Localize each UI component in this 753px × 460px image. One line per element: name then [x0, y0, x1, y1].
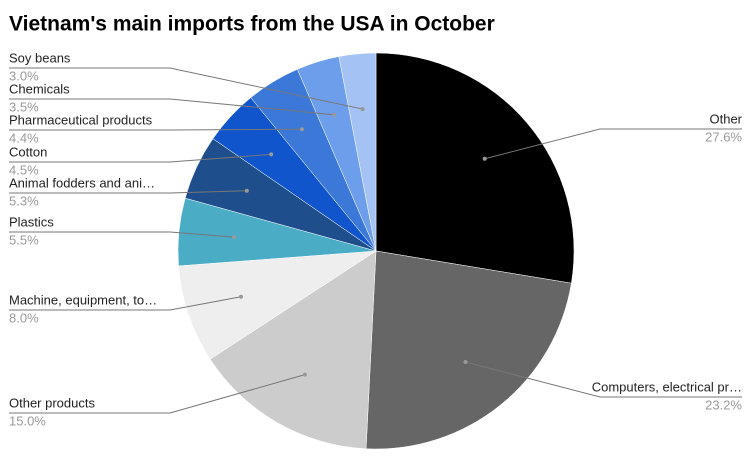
- leader-line: [465, 361, 742, 398]
- pie-slice: [338, 52, 377, 252]
- slice-label: Cotton: [9, 144, 47, 159]
- leader-line: [9, 128, 302, 131]
- slice-label: Computers, electrical pr…: [592, 379, 742, 394]
- slice-value-label: 15.0%: [9, 413, 46, 428]
- chart-title: Vietnam's main imports from the USA in O…: [9, 13, 495, 36]
- slice-value-label: 27.6%: [705, 129, 742, 144]
- leader-dot: [232, 235, 237, 240]
- pie-slice: [365, 250, 572, 450]
- leader-dot: [244, 188, 249, 193]
- slice-value-label: 23.2%: [705, 397, 742, 412]
- pie-slice: [375, 52, 575, 284]
- leader-line: [9, 231, 235, 238]
- leader-dot: [332, 112, 337, 117]
- leader-dot: [463, 359, 468, 364]
- leader-line: [9, 98, 335, 116]
- slice-label: Soy beans: [9, 50, 71, 65]
- leader-line: [9, 153, 272, 163]
- leader-dot: [299, 127, 304, 132]
- leader-line: [9, 67, 363, 110]
- slice-value-label: 8.0%: [9, 310, 39, 325]
- slice-value-label: 4.4%: [9, 130, 39, 145]
- slice-label: Other products: [9, 395, 95, 410]
- slice-label: Other: [709, 111, 742, 126]
- leader-line: [9, 190, 247, 194]
- slice-label: Machine, equipment, to…: [9, 292, 157, 307]
- slice-label: Pharmaceutical products: [9, 112, 153, 127]
- leader-dot: [360, 107, 365, 112]
- leader-line: [484, 128, 742, 160]
- slice-value-label: 5.5%: [9, 232, 39, 247]
- slice-value-label: 3.5%: [9, 99, 39, 114]
- slice-value-label: 3.0%: [9, 68, 39, 83]
- leader-dot: [482, 156, 487, 161]
- slice-value-label: 4.5%: [9, 162, 39, 177]
- leader-dot: [238, 294, 243, 299]
- slice-label: Plastics: [9, 214, 54, 229]
- leader-dot: [302, 372, 307, 377]
- slice-label: Chemicals: [9, 81, 70, 96]
- leader-line: [9, 374, 306, 414]
- pie-slice: [209, 250, 377, 450]
- slice-label: Animal fodders and ani…: [9, 175, 155, 190]
- leader-line: [9, 296, 242, 311]
- pie-slice: [178, 250, 377, 360]
- slice-value-label: 5.3%: [9, 193, 39, 208]
- leader-dot: [269, 152, 274, 157]
